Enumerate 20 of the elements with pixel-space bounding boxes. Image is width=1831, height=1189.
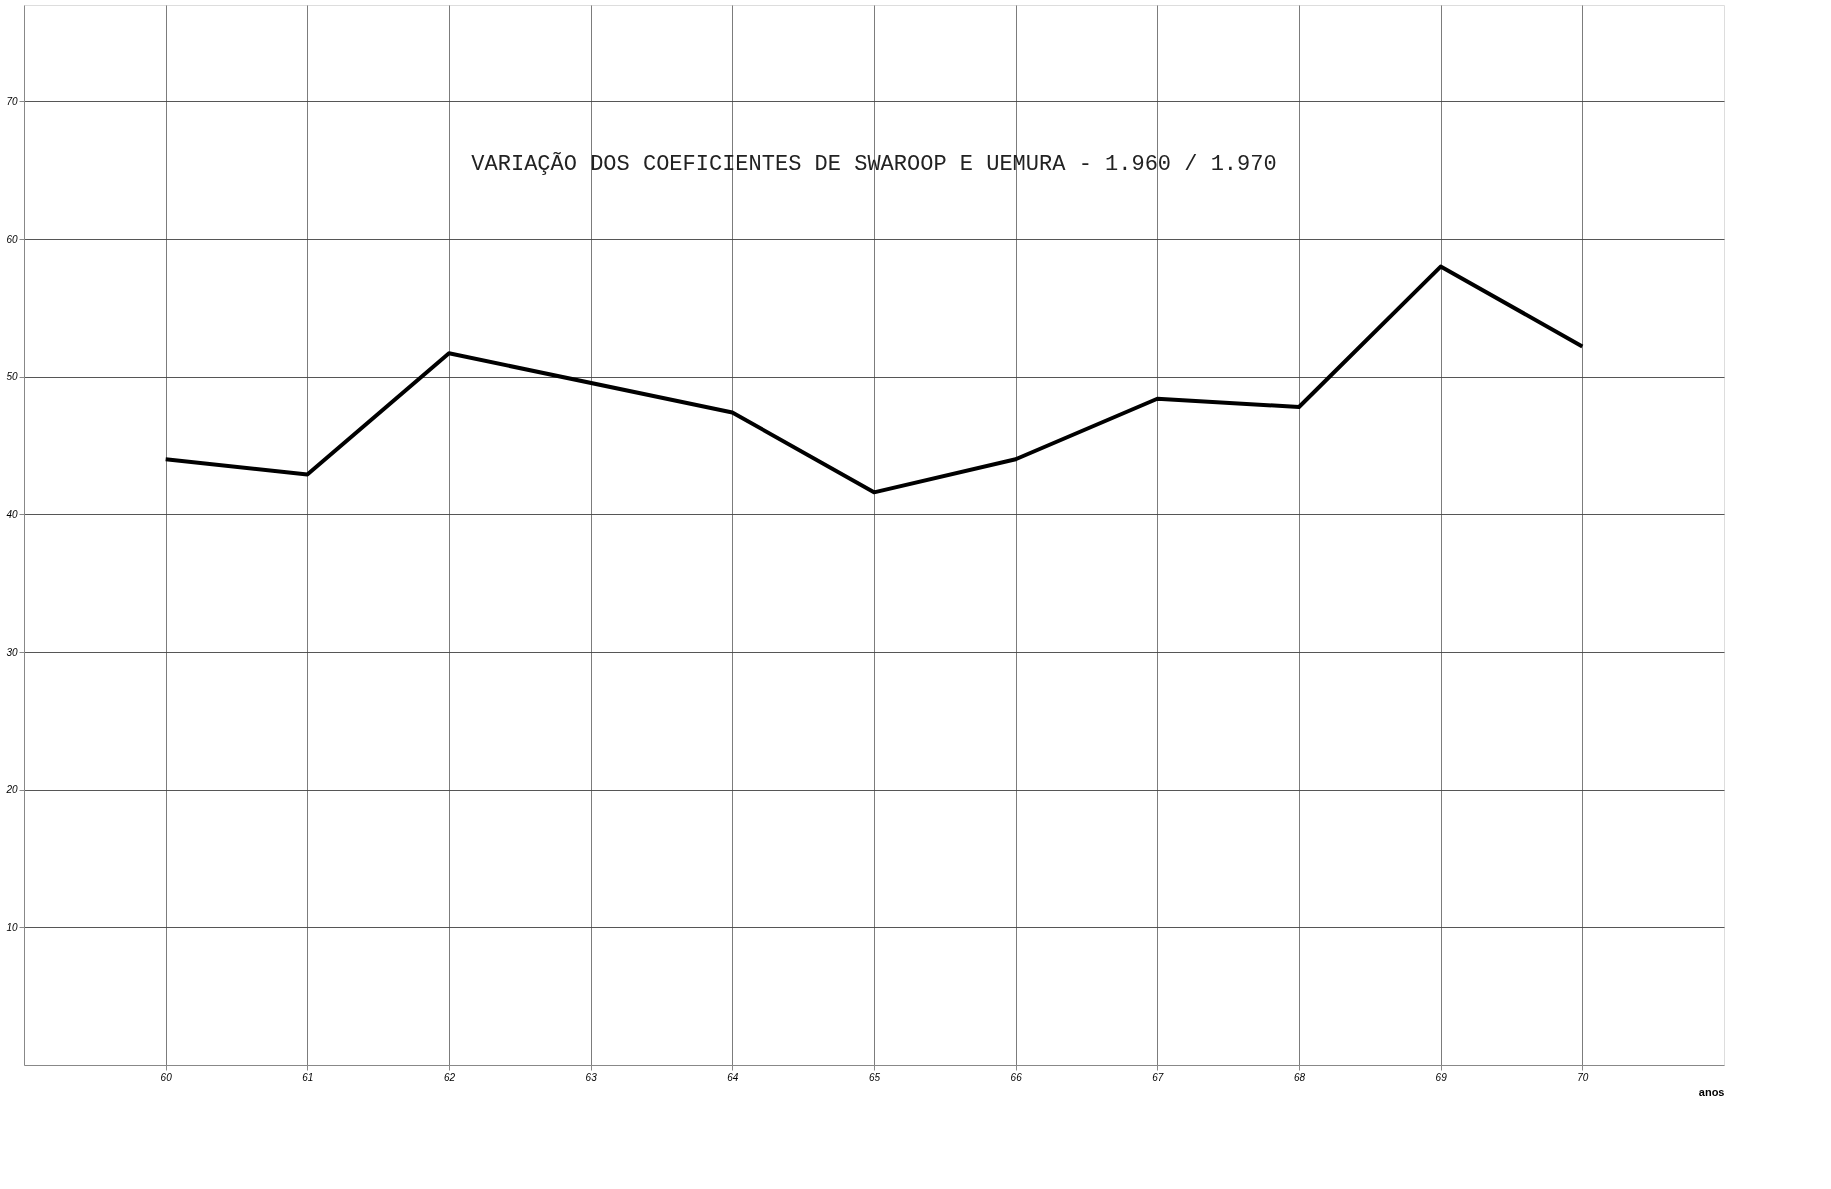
x-tick-label: 62 (443, 1071, 456, 1083)
x-tick-label: 69 (1435, 1071, 1448, 1083)
x-tick-label: 61 (302, 1071, 314, 1083)
y-tick-label: 50 (6, 371, 18, 383)
line-series (163, 264, 1585, 495)
x-tick-label: 70 (1577, 1071, 1589, 1083)
y-tick-label: 30 (6, 646, 18, 658)
y-tick-label: 20 (5, 784, 18, 796)
x-tick-label: 64 (727, 1071, 739, 1083)
y-tick-label: 60 (6, 233, 18, 245)
x-axis-title: anos (1698, 1085, 1725, 1098)
x-tick-label: 68 (1293, 1071, 1306, 1083)
x-tick-label: 63 (585, 1071, 598, 1083)
y-tick-label: 40 (6, 508, 18, 520)
x-tick-label: 60 (160, 1071, 173, 1083)
x-tick-label: 67 (1152, 1071, 1164, 1083)
x-tick-label: 65 (868, 1071, 881, 1083)
y-tick-label: 70 (6, 95, 18, 107)
y-tick-label: 10 (6, 921, 18, 933)
x-tick-label: 66 (1010, 1071, 1023, 1083)
